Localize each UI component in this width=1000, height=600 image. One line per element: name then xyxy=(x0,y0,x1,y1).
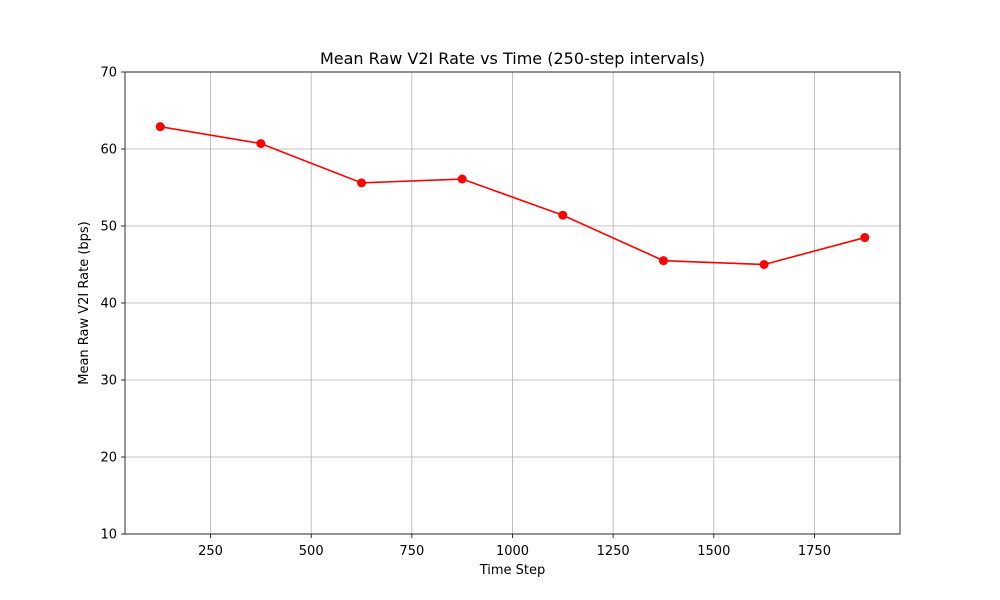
data-point xyxy=(357,178,367,188)
y-tick-label: 10 xyxy=(100,528,117,543)
y-tick-label: 70 xyxy=(100,66,117,81)
series-line xyxy=(160,125,865,266)
x-tick-label: 250 xyxy=(198,544,223,559)
data-point xyxy=(558,210,568,220)
chart-title: Mean Raw V2I Rate vs Time (250-step inte… xyxy=(320,49,705,68)
y-tick-label: 40 xyxy=(100,297,117,312)
data-point xyxy=(860,233,870,243)
data-point xyxy=(155,122,165,132)
y-tick-label: 50 xyxy=(100,220,117,235)
plot-frame xyxy=(124,71,901,535)
x-tick-label: 500 xyxy=(299,544,324,559)
x-tick-label: 750 xyxy=(399,544,424,559)
x-axis-label: Time Step xyxy=(479,563,546,578)
y-axis-label: Mean Raw V2I Rate (bps) xyxy=(77,221,92,385)
data-point xyxy=(759,260,769,269)
x-tick-label: 1750 xyxy=(798,544,831,559)
data-point xyxy=(457,174,467,184)
axis-ticks: 250 500 750 1000 1250 1500 1750 10 20 30 40 50 60 70 xyxy=(100,66,831,560)
data-point xyxy=(658,256,668,266)
series-layer xyxy=(155,122,870,269)
y-tick-label: 60 xyxy=(100,143,117,158)
y-tick-label: 30 xyxy=(100,374,117,389)
x-tick-label: 1250 xyxy=(597,544,630,559)
x-tick-label: 1500 xyxy=(697,544,730,559)
y-tick-label: 20 xyxy=(100,451,117,466)
data-point xyxy=(256,139,266,149)
x-tick-label: 1000 xyxy=(496,544,529,559)
